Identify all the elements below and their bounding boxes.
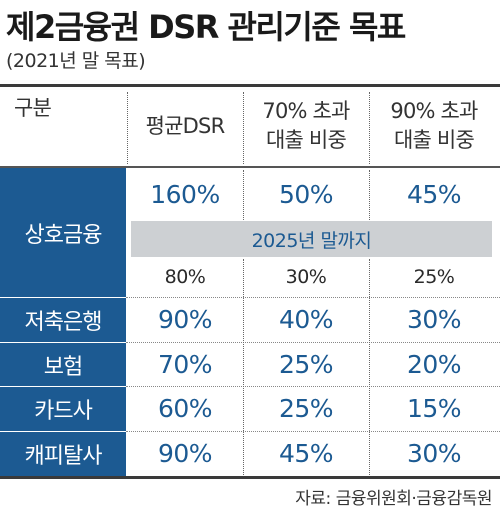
header-rule [0,166,500,168]
source-note: 자료: 금융위원회·금융감독원 [295,489,492,509]
header-avg-dsr: 평균DSR [128,88,242,164]
row-label-text: 카드사 [34,399,93,424]
chart-title: 제2금융권 DSR 관리기준 목표 [6,8,406,46]
value-mutual-avg-dsr: 160% [150,180,220,209]
column-divider [369,170,371,220]
chart-subtitle: (2021년 말 목표) [6,50,146,72]
row-label-text: 보험 [43,354,83,380]
header-category: 구분 [14,88,124,164]
value-mutual-2025-avg-dsr: 80% [164,266,206,288]
row-label-insurance: 보험 [0,343,126,386]
value-capital-over-70: 45% [278,439,334,468]
row-label-text: 캐피탈사 [24,444,103,469]
row-divider [126,431,500,432]
table-top-rule [0,84,500,87]
row-divider [126,386,500,387]
column-divider [243,170,245,220]
row-divider [126,297,500,298]
row-divider [126,342,500,343]
value-mutual-2025-over-90: 25% [413,266,455,288]
header-avg-dsr-label: 평균DSR [145,113,226,138]
row-label-card: 카드사 [0,387,126,431]
header-over-70-line2: 대출 비중 [266,128,347,152]
row-label-savings-bank: 저축은행 [0,298,126,342]
table-bottom-rule [0,476,500,479]
row-label-text: 상호금융 [24,222,103,248]
header-over-90: 90% 초과 대출 비중 [370,88,498,164]
value-savings-avg-dsr: 90% [157,305,213,334]
value-mutual-over-90: 45% [406,180,462,209]
value-mutual-over-70: 50% [278,180,334,209]
value-card-over-90: 15% [406,394,462,423]
value-capital-avg-dsr: 90% [157,439,213,468]
header-divider [243,92,245,164]
header-divider [127,92,129,164]
value-insurance-avg-dsr: 70% [157,350,213,379]
value-capital-over-90: 30% [406,439,462,468]
row-label-capital: 캐피탈사 [0,432,126,476]
header-over-70-line1: 70% 초과 [262,99,350,123]
value-mutual-2025-over-70: 30% [285,266,327,288]
note-band-text: 2025년 말까지 [251,229,372,252]
row-label-mutual-finance: 상호금융 [0,168,126,297]
column-divider [243,259,245,475]
value-insurance-over-70: 25% [278,350,334,379]
value-card-over-70: 25% [278,394,334,423]
header-over-90-line1: 90% 초과 [390,99,478,123]
column-divider [369,259,371,475]
header-over-70: 70% 초과 대출 비중 [244,88,368,164]
header-divider [369,92,371,164]
value-insurance-over-90: 20% [406,350,462,379]
header-over-90-line2: 대출 비중 [394,128,475,152]
value-card-avg-dsr: 60% [157,394,213,423]
note-band: 2025년 말까지 [131,221,492,257]
row-label-text: 저축은행 [24,310,103,335]
value-savings-over-90: 30% [406,305,462,334]
value-savings-over-70: 40% [278,305,334,334]
header-category-label: 구분 [14,96,52,120]
